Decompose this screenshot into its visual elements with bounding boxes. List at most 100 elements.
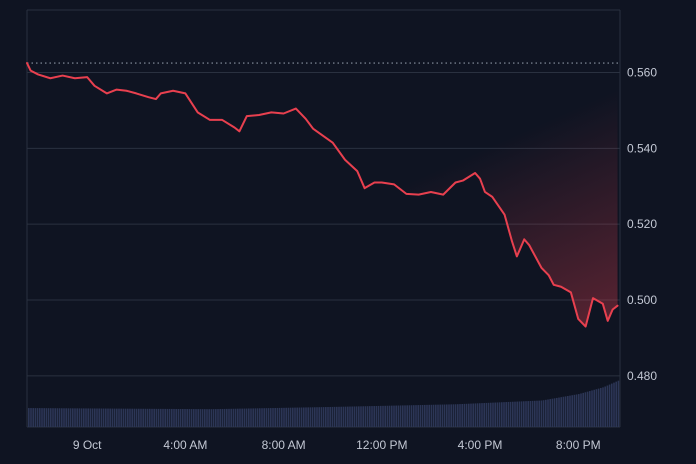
volume-bar [287, 407, 290, 427]
volume-bar [421, 404, 424, 427]
volume-bar [113, 408, 116, 427]
volume-bar [309, 407, 312, 427]
volume-bar [142, 408, 144, 427]
volume-bar [443, 404, 446, 427]
volume-bar [39, 408, 41, 427]
volume-bar [556, 397, 558, 427]
volume-bar [184, 409, 186, 427]
volume-bar [230, 408, 232, 427]
volume-bar [217, 409, 219, 427]
volume-bar [320, 407, 323, 427]
volume-bar [109, 408, 111, 427]
volume-bar [406, 405, 408, 427]
volume-bar [355, 406, 358, 427]
volume-bar [615, 381, 617, 427]
volume-bar [210, 409, 213, 427]
price-series [26, 62, 619, 328]
volume-bar [314, 407, 316, 427]
volume-bar [457, 404, 459, 427]
volume-bar [492, 402, 494, 427]
volume-bar [470, 403, 472, 427]
volume-bar [144, 408, 147, 427]
volume-bar [360, 406, 362, 427]
volume-bar [426, 404, 428, 427]
x-tick-label: 8:00 PM [556, 438, 601, 452]
volume-bar [454, 404, 457, 427]
volume-bar [63, 408, 65, 427]
volume-bar [228, 408, 230, 427]
volume-bar [151, 408, 153, 427]
volume-bar [432, 404, 435, 427]
volume-bar [245, 408, 248, 427]
volume-bar [342, 406, 345, 427]
volume-bar [571, 395, 573, 427]
volume-bar [353, 406, 356, 427]
volume-bar [441, 404, 444, 427]
volume-bars [28, 380, 620, 427]
volume-bar [617, 380, 620, 427]
volume-bar [250, 408, 252, 427]
volume-bar [463, 403, 466, 427]
volume-bar [527, 401, 529, 427]
volume-bar [523, 401, 525, 427]
volume-bar [485, 402, 488, 427]
x-tick-label: 4:00 AM [163, 438, 207, 452]
volume-bar [58, 408, 61, 427]
volume-bar [428, 404, 430, 427]
volume-bar [465, 403, 468, 427]
volume-bar [248, 408, 250, 427]
volume-bar [129, 408, 131, 427]
volume-bar [549, 399, 551, 427]
volume-bar [32, 408, 34, 427]
volume-bar [292, 407, 294, 427]
volume-bar [593, 389, 595, 427]
volume-bar [600, 387, 602, 427]
volume-bar [413, 405, 415, 427]
x-axis: 9 Oct 4:00 AM 8:00 AM 12:00 PM 4:00 PM 8:00 P… [73, 438, 601, 452]
volume-bar [439, 404, 441, 427]
volume-bar [591, 390, 593, 427]
volume-bar [307, 407, 309, 427]
volume-bar [74, 408, 76, 427]
volume-bar [100, 408, 103, 427]
volume-bar [606, 385, 609, 427]
y-tick-label: 0.540 [627, 141, 657, 155]
volume-bar [558, 397, 560, 427]
volume-bar [402, 405, 404, 427]
volume-bar [417, 405, 419, 427]
y-tick-label: 0.500 [627, 293, 657, 307]
volume-bar [408, 405, 411, 427]
volume-bar [67, 408, 70, 427]
volume-bar [162, 408, 164, 427]
volume-bar [76, 408, 78, 427]
x-tick-label: 4:00 PM [458, 438, 503, 452]
volume-bar [534, 400, 536, 427]
volume-bar [395, 405, 397, 427]
volume-bar [177, 408, 180, 427]
volume-bar [289, 407, 292, 427]
volume-bar [263, 408, 265, 427]
volume-bar [179, 408, 182, 427]
volume-bar [507, 401, 510, 427]
volume-bar [397, 405, 400, 427]
volume-bar [221, 408, 224, 427]
volume-bar [107, 408, 109, 427]
volume-bar [168, 408, 171, 427]
volume-bar [96, 408, 98, 427]
volume-bar [270, 408, 272, 427]
volume-bar [219, 409, 221, 427]
volume-bar [234, 408, 237, 427]
volume-bar [604, 386, 606, 427]
volume-bar [188, 409, 191, 427]
volume-bar [586, 391, 589, 427]
volume-bar [509, 401, 512, 427]
volume-bar [589, 391, 591, 427]
y-tick-label: 0.560 [627, 66, 657, 80]
y-axis: 0.560 0.540 0.520 0.500 0.480 [627, 66, 657, 383]
volume-bar [298, 407, 301, 427]
volume-bar [551, 398, 554, 427]
volume-bar [190, 409, 193, 427]
volume-bar [419, 405, 422, 427]
volume-bar [160, 408, 162, 427]
